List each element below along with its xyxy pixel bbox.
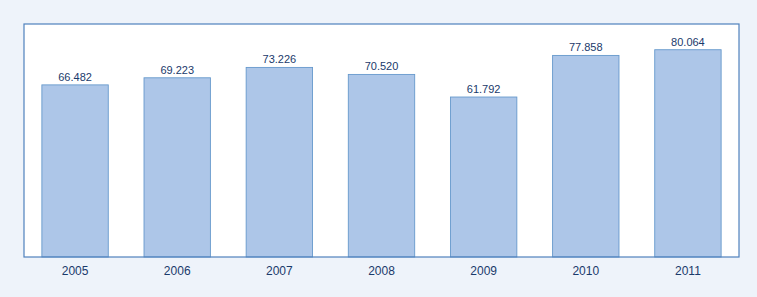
x-tick-label: 2010 xyxy=(572,264,599,278)
chart: 66.482 69.223 73.226 70.520 61.792 77.858 80.0… xyxy=(0,0,757,297)
x-tick-label: 2006 xyxy=(164,264,191,278)
data-label: 61.792 xyxy=(467,83,501,95)
x-tick-label: 2009 xyxy=(470,264,497,278)
x-tick-label: 2007 xyxy=(266,264,293,278)
bar xyxy=(553,55,619,257)
bar xyxy=(144,78,210,257)
bar xyxy=(655,50,721,257)
plot-area xyxy=(24,24,739,257)
x-tick-label: 2011 xyxy=(675,264,701,278)
data-label: 80.064 xyxy=(671,36,705,48)
bar xyxy=(42,85,108,257)
bar xyxy=(450,97,516,257)
x-tick-label: 2005 xyxy=(62,264,89,278)
background xyxy=(0,0,757,297)
data-label: 66.482 xyxy=(58,71,92,83)
bar xyxy=(246,67,312,257)
data-label: 70.520 xyxy=(365,60,399,72)
plot-frame xyxy=(24,24,739,257)
x-tick-label: 2008 xyxy=(368,264,395,278)
data-label: 77.858 xyxy=(569,41,603,53)
data-label: 69.223 xyxy=(160,64,194,76)
bar xyxy=(348,74,414,257)
data-label: 73.226 xyxy=(263,53,297,65)
